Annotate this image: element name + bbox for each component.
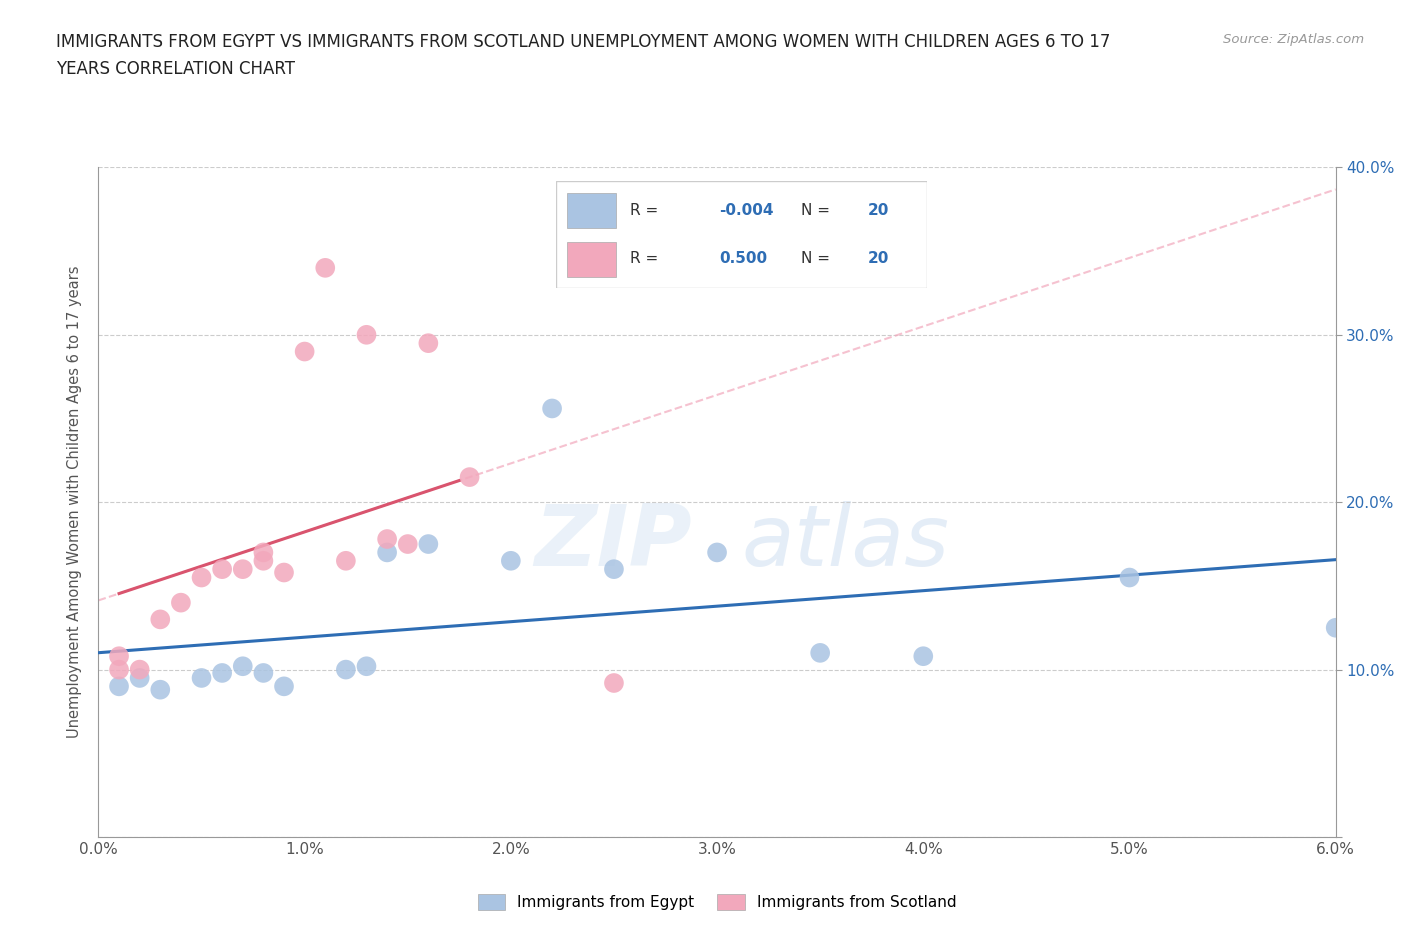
Legend: Immigrants from Egypt, Immigrants from Scotland: Immigrants from Egypt, Immigrants from S…	[471, 888, 963, 916]
Point	[375, 545, 398, 560]
Point	[232, 562, 254, 577]
Point	[252, 553, 274, 568]
Point	[808, 645, 831, 660]
Text: Source: ZipAtlas.com: Source: ZipAtlas.com	[1223, 33, 1364, 46]
Point	[190, 570, 212, 585]
Point	[170, 595, 193, 610]
Y-axis label: Unemployment Among Women with Children Ages 6 to 17 years: Unemployment Among Women with Children A…	[67, 266, 83, 738]
Point	[108, 649, 131, 664]
Point	[541, 401, 564, 416]
Point	[499, 553, 522, 568]
Point	[252, 666, 274, 681]
Point	[706, 545, 728, 560]
Point	[294, 344, 316, 359]
Text: YEARS CORRELATION CHART: YEARS CORRELATION CHART	[56, 60, 295, 78]
Point	[108, 662, 131, 677]
Point	[458, 470, 481, 485]
Text: IMMIGRANTS FROM EGYPT VS IMMIGRANTS FROM SCOTLAND UNEMPLOYMENT AMONG WOMEN WITH : IMMIGRANTS FROM EGYPT VS IMMIGRANTS FROM…	[56, 33, 1111, 50]
Point	[418, 336, 440, 351]
Point	[108, 679, 131, 694]
Point	[128, 662, 150, 677]
Text: ZIP: ZIP	[534, 501, 692, 584]
Point	[232, 658, 254, 673]
Point	[211, 562, 233, 577]
Point	[1324, 620, 1347, 635]
Point	[252, 545, 274, 560]
Point	[149, 612, 172, 627]
Point	[190, 671, 212, 685]
Point	[356, 327, 378, 342]
Point	[211, 666, 233, 681]
Point	[912, 649, 935, 664]
Point	[273, 565, 295, 580]
Point	[335, 553, 357, 568]
Point	[128, 671, 150, 685]
Point	[418, 537, 440, 551]
Point	[375, 532, 398, 547]
Point	[1118, 570, 1140, 585]
Point	[314, 260, 336, 275]
Point	[273, 679, 295, 694]
Point	[396, 537, 419, 551]
Point	[603, 675, 626, 690]
Point	[356, 658, 378, 673]
Point	[603, 562, 626, 577]
Point	[149, 683, 172, 698]
Point	[335, 662, 357, 677]
Text: atlas: atlas	[742, 501, 950, 584]
